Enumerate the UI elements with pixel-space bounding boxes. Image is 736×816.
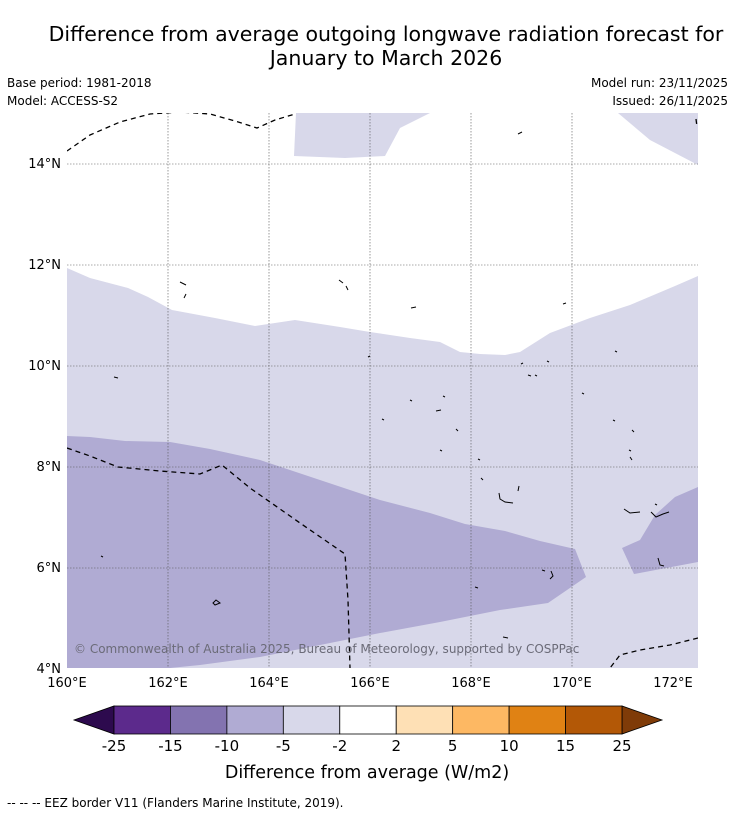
lat-label-4n: 4°N [37, 662, 62, 677]
lon-label-166e: 166°E [350, 676, 390, 691]
colorbar-tick-5: 2 [391, 737, 401, 755]
anomaly-patch-east [622, 487, 698, 574]
colorbar-tick-0: -25 [102, 737, 127, 755]
eez-legend-note: -- -- -- EEZ border V11 (Flanders Marine… [7, 796, 344, 810]
lat-label-14n: 14°N [28, 157, 61, 172]
model-run: Model run: 23/11/2025 [590, 76, 728, 90]
colorbar-bin-4 [339, 705, 397, 735]
anomaly-region-near-normal [67, 113, 698, 355]
islands [100, 131, 670, 639]
anomaly-patch-top-1 [294, 113, 430, 158]
colorbar-bin-8 [565, 705, 623, 735]
anomaly-patch-top-2 [618, 113, 698, 165]
colorbar-tick-6: 5 [448, 737, 458, 755]
colorbar-under-arrow [72, 705, 115, 735]
base-period: Base period: 1981-2018 [7, 76, 152, 90]
lat-label-8n: 8°N [37, 460, 62, 475]
lon-label-160e: 160°E [47, 676, 87, 691]
lon-label-162e: 162°E [148, 676, 188, 691]
issued-date: Issued: 26/11/2025 [612, 94, 728, 108]
colorbar-title: Difference from average (W/m2) [225, 763, 509, 783]
meta-right: Model run: 23/11/2025 Issued: 26/11/2025 [591, 74, 728, 110]
lon-label-172e: 172°E [653, 676, 693, 691]
lat-labels: 14°N 12°N 10°N 8°N 6°N 4°N [28, 157, 61, 677]
colorbar-bin-1 [170, 705, 228, 735]
colorbar-tick-4: -2 [332, 737, 347, 755]
colorbar: -25 -15 -10 -5 -2 2 5 10 15 25 [72, 705, 664, 755]
anomaly-region-neg10 [67, 436, 586, 668]
chart-title: Difference from average outgoing longwav… [0, 22, 736, 70]
copyright-notice: © Commonwealth of Australia 2025, Bureau… [74, 642, 579, 656]
colorbar-bin-0 [113, 705, 171, 735]
map-area: © Commonwealth of Australia 2025, Bureau… [67, 113, 698, 668]
eez-borders [67, 113, 698, 668]
lon-label-168e: 168°E [451, 676, 491, 691]
lat-label-12n: 12°N [28, 258, 61, 273]
colorbar-bin-7 [508, 705, 566, 735]
chart-title-line1: Difference from average outgoing longwav… [48, 22, 724, 46]
lat-label-6n: 6°N [37, 561, 62, 576]
model-name: Model: ACCESS-S2 [7, 94, 119, 108]
colorbar-bin-3 [282, 705, 341, 735]
colorbar-tick-8: 15 [556, 737, 575, 755]
lon-labels: 160°E 162°E 164°E 166°E 168°E 170°E 172°… [47, 676, 693, 691]
meta-left: Base period: 1981-2018 Model: ACCESS-S2 [7, 74, 152, 110]
colorbar-bin-5 [395, 705, 454, 735]
graticule [67, 113, 698, 668]
chart-title-line2: January to March 2026 [269, 46, 503, 70]
colorbar-bin-2 [226, 705, 284, 735]
colorbar-bin-6 [452, 705, 510, 735]
lon-label-164e: 164°E [249, 676, 289, 691]
colorbar-tick-7: 10 [500, 737, 519, 755]
colorbar-tick-1: -15 [158, 737, 183, 755]
colorbar-tick-3: -5 [276, 737, 291, 755]
colorbar-over-arrow [621, 705, 664, 735]
lat-label-10n: 10°N [28, 359, 61, 374]
colorbar-tick-2: -10 [215, 737, 240, 755]
lon-label-170e: 170°E [552, 676, 592, 691]
colorbar-tick-9: 25 [612, 737, 631, 755]
